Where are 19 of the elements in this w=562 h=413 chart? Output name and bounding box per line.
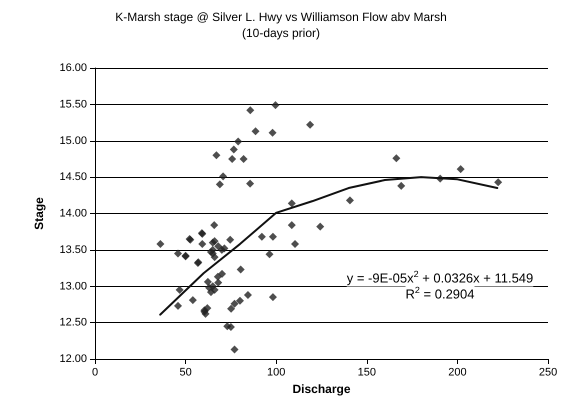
y-tick-label: 15.00 <box>59 134 87 147</box>
y-tick-label: 14.00 <box>59 208 87 220</box>
x-tick-label: 200 <box>448 366 467 378</box>
y-tick-label: 13.50 <box>59 244 87 256</box>
y-tick-label: 12.50 <box>59 316 87 329</box>
chart-subtitle: (10-days prior) <box>242 26 320 40</box>
x-tick-label: 100 <box>267 366 286 378</box>
x-tick-label: 150 <box>358 366 376 378</box>
x-tick-label: 50 <box>179 366 192 378</box>
y-tick-label: 14.50 <box>59 171 87 184</box>
y-tick-label: 15.50 <box>59 98 87 110</box>
x-axis-title: Discharge <box>292 382 351 396</box>
x-tick-label: 250 <box>538 366 558 378</box>
x-tick-label: 0 <box>92 366 98 378</box>
chart-title: K-Marsh stage @ Silver L. Hwy vs Williamson Flow abv Marsh <box>115 10 447 24</box>
y-tick-label: 16.00 <box>59 62 87 74</box>
y-tick-label: 12.00 <box>59 353 87 365</box>
y-tick-label: 13.00 <box>59 280 87 292</box>
y-axis-title: Stage <box>32 196 46 230</box>
